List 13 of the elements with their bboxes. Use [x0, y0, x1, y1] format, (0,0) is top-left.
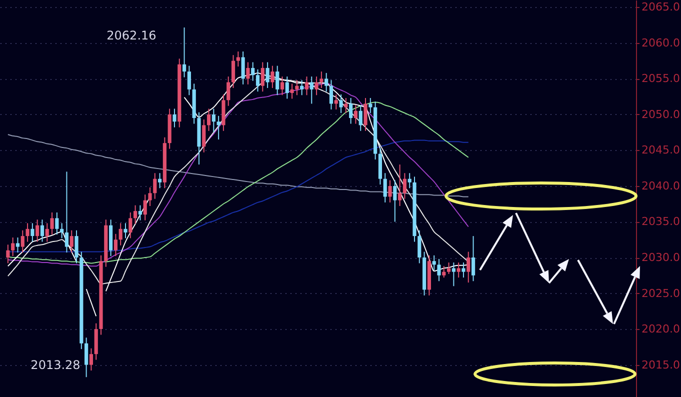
y-tick-label: 2020.0 — [642, 322, 680, 336]
y-tick-label: 2065.0 — [642, 0, 680, 14]
y-tick-label: 2025.0 — [642, 286, 680, 300]
annotation: 2062.16 — [106, 28, 156, 42]
y-tick-label: 2040.0 — [642, 179, 680, 192]
y-tick-label: 2055.0 — [642, 72, 680, 86]
annotation: 2013.28 — [30, 358, 80, 372]
y-tick-label: 2015.0 — [642, 358, 680, 372]
y-tick-label: 2045.0 — [642, 144, 680, 157]
y-tick-label: 2050.0 — [642, 108, 680, 121]
y-tick-label: 2035.0 — [642, 215, 680, 228]
y-tick-label: 2030.0 — [642, 251, 680, 264]
y-tick-label: 2060.0 — [642, 36, 680, 50]
